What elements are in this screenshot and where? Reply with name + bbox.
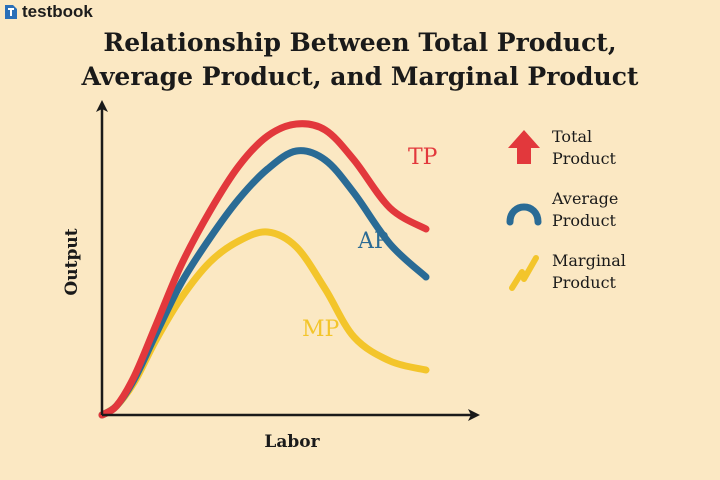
legend-item-total-product: Total Product — [504, 127, 662, 170]
legend-item-average-product: Average Product — [504, 189, 662, 232]
legend-label-line-1: Marginal — [552, 251, 626, 270]
legend-label-line-1: Total — [552, 127, 593, 146]
mp-curve-label: MP — [302, 317, 340, 342]
brand-name: testbook — [22, 2, 93, 21]
chart-title: Relationship Between Total Product, Aver… — [0, 26, 720, 94]
chart-title-line-1: Relationship Between Total Product, — [103, 28, 617, 57]
legend-label-line-2: Product — [552, 211, 616, 230]
red-up-arrow-icon — [508, 130, 540, 164]
legend-item-marginal-product: Marginal Product — [504, 251, 662, 294]
tp-curve-label: TP — [408, 145, 438, 170]
mp-curve — [98, 228, 430, 419]
testbook-logo-icon — [5, 5, 17, 19]
chart-title-line-2: Average Product, and Marginal Product — [81, 62, 639, 91]
chart-legend: Total Product Average Product Marginal P… — [504, 127, 662, 314]
yellow-zigzag-icon — [509, 255, 539, 291]
y-axis-label: Output — [62, 228, 82, 295]
x-axis-label: Labor — [264, 432, 320, 452]
legend-label-line-2: Product — [552, 149, 616, 168]
ap-curve-label: AP — [357, 229, 389, 254]
legend-label-line-2: Product — [552, 273, 616, 292]
tp-curve — [98, 120, 430, 419]
blue-arc-icon — [506, 203, 542, 226]
legend-label-line-1: Average — [552, 189, 619, 208]
brand-logo: testbook — [4, 2, 93, 22]
